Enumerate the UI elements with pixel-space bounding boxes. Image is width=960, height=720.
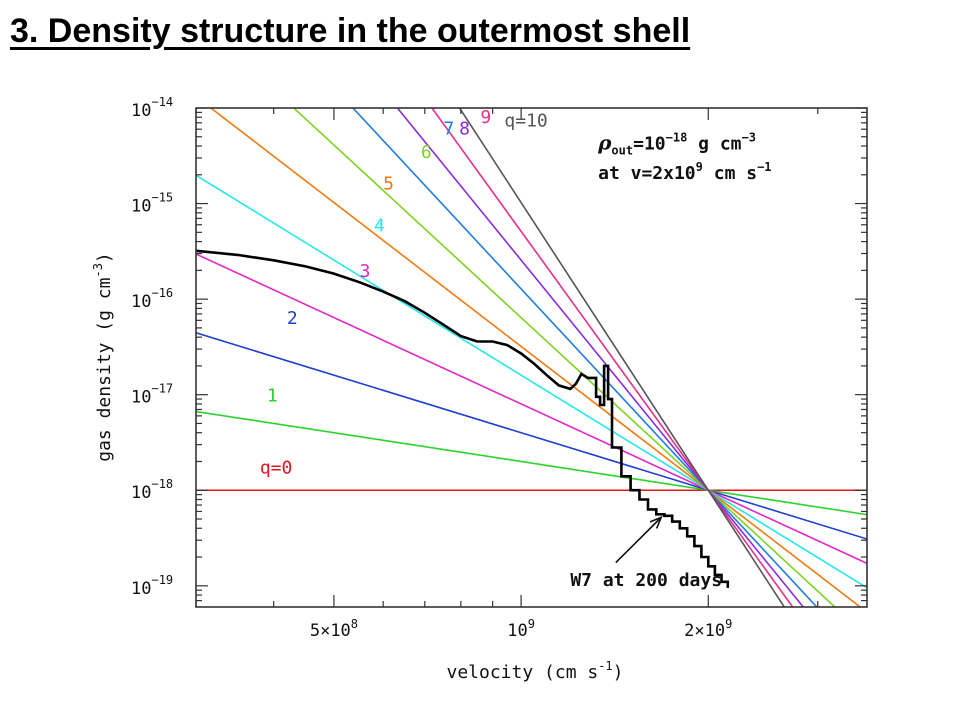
y-tick-label: 10−14 — [131, 95, 173, 121]
model-line-q10 — [458, 108, 786, 607]
model-line-q9 — [430, 108, 794, 607]
series-label-q9: 9 — [480, 107, 491, 128]
legend-note-line1: ρout=10−18 g cm−3 — [597, 130, 756, 157]
model-line-q8 — [396, 108, 805, 607]
series-label-q0: q=0 — [260, 457, 293, 478]
y-tick-label: 10−15 — [131, 191, 173, 217]
series-label-q5: 5 — [383, 174, 394, 195]
slide-title: 3. Density structure in the outermost sh… — [10, 12, 691, 50]
model-line-q5 — [209, 108, 862, 607]
x-axis-title: velocity (cm s-1) — [446, 659, 623, 683]
y-axis-title: gas density (g cm-3) — [91, 252, 115, 462]
series-label-q3: 3 — [360, 261, 371, 282]
y-tick-label: 10−16 — [131, 286, 173, 312]
series-label-q2: 2 — [287, 308, 298, 329]
y-tick-label: 10−19 — [131, 573, 173, 599]
model-line-q1 — [196, 410, 867, 516]
y-tick-label: 10−18 — [131, 477, 173, 503]
y-tick-label: 10−17 — [131, 382, 173, 408]
model-line-q4 — [196, 174, 867, 589]
series-label-q7: 7 — [443, 118, 454, 139]
x-tick-label: 109 — [507, 617, 535, 641]
w7-layer — [196, 249, 730, 588]
model-line-q3 — [196, 253, 867, 565]
legend-note-line2: at v=2x109 cm s−1 — [598, 160, 771, 184]
series-label-q10: q=10 — [504, 111, 547, 132]
model-line-q2 — [196, 332, 867, 540]
w7-annotation-label: W7 at 200 days — [570, 570, 722, 591]
model-line-q6 — [292, 108, 837, 607]
model-lines — [196, 108, 867, 607]
x-tick-label: 5×108 — [310, 617, 358, 641]
series-label-q8: 8 — [459, 118, 470, 139]
series-label-q4: 4 — [374, 216, 385, 237]
model-line-q7 — [351, 108, 818, 607]
series-label-q6: 6 — [421, 142, 432, 163]
chart-labels: 5×108 109 2×109 10−14 10−15 10−16 10−17 10−18 10… — [91, 95, 772, 683]
plot-frame — [195, 107, 868, 608]
w7-profile-line — [196, 249, 730, 588]
x-tick-label: 2×109 — [684, 617, 732, 641]
w7-annotation-arrow — [615, 516, 662, 564]
series-label-q1: 1 — [267, 385, 278, 406]
axis-ticks — [195, 107, 867, 607]
w7-annotation-arrowhead — [649, 515, 663, 529]
